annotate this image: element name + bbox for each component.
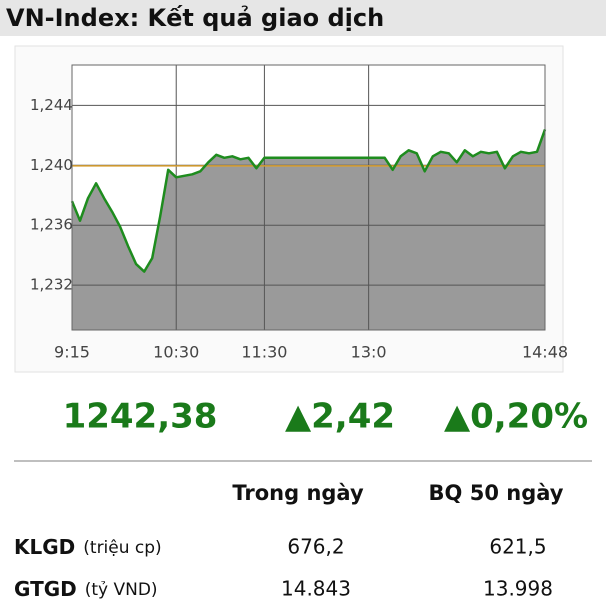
x-tick-label: 14:48 bbox=[522, 343, 568, 362]
header-bar bbox=[0, 0, 606, 36]
row-label: KLGD (triệu cp) bbox=[14, 535, 162, 559]
row-unit: (triệu cp) bbox=[83, 538, 161, 558]
cell: 14.843 bbox=[281, 577, 351, 601]
index-percent: ▲0,20% bbox=[444, 397, 588, 437]
y-tick-label: 1,240 bbox=[30, 156, 73, 174]
plot-border bbox=[71, 64, 546, 331]
x-tick-label: 11:30 bbox=[241, 343, 287, 362]
index-value: 1242,38 bbox=[63, 397, 218, 437]
x-tick-label: 10:30 bbox=[153, 343, 199, 362]
x-tick-label: 13:0 bbox=[351, 343, 387, 362]
y-tick-label: 1,232 bbox=[30, 276, 73, 294]
cell: 13.998 bbox=[483, 577, 553, 601]
column-header: BQ 50 ngày bbox=[429, 481, 564, 505]
column-header: Trong ngày bbox=[232, 481, 364, 505]
y-tick-label: 1,236 bbox=[30, 216, 73, 234]
x-tick-label: 9:15 bbox=[54, 343, 90, 362]
chart: 1,232 1,236 1,240 1,244 9:15 10:30 11:30 13:0 14… bbox=[30, 64, 568, 362]
y-tick-label: 1,244 bbox=[30, 96, 73, 114]
index-change: ▲2,42 bbox=[285, 397, 395, 437]
row-name: GTGD bbox=[14, 577, 77, 601]
row-name: KLGD bbox=[14, 535, 75, 559]
header-title: VN-Index: Kết quả giao dịch bbox=[6, 4, 384, 32]
cell: 676,2 bbox=[287, 535, 344, 559]
cell: 621,5 bbox=[489, 535, 546, 559]
row-label: GTGD (tỷ VND) bbox=[14, 577, 158, 601]
price-line bbox=[70, 128, 547, 273]
row-unit: (tỷ VND) bbox=[85, 580, 158, 600]
area-fill bbox=[72, 129, 545, 330]
